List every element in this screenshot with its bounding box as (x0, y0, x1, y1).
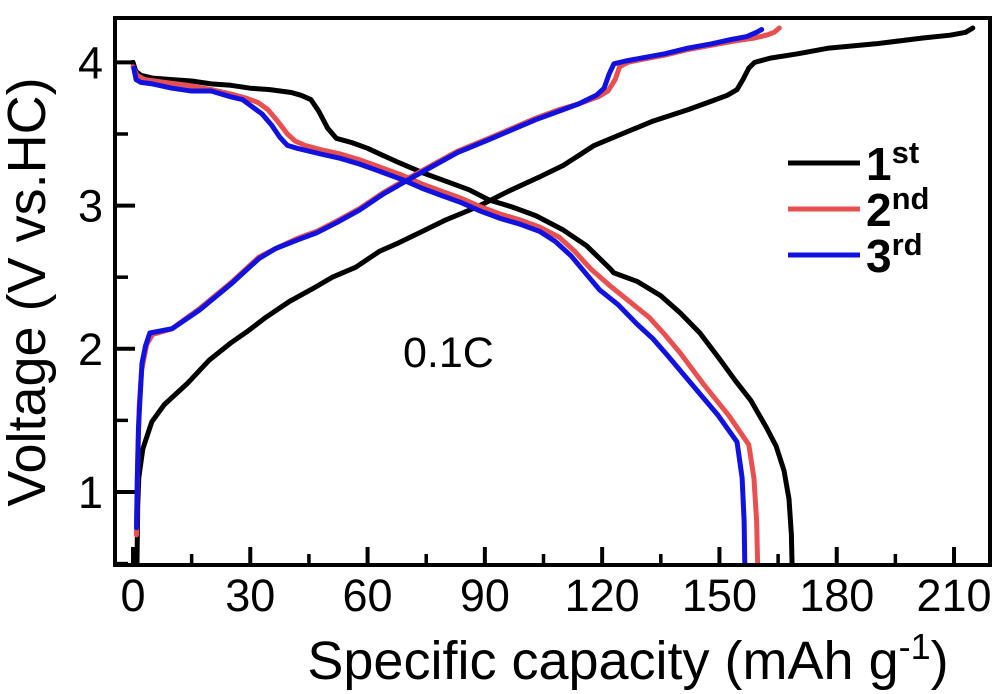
legend-entry-1st: 1st (788, 135, 919, 190)
y-tick-label: 4 (78, 37, 103, 88)
axis-ticks (117, 60, 957, 566)
legend-label-1st: 1st (866, 135, 919, 190)
legend: 1st 2nd 3rd (788, 135, 929, 282)
y-axis-title: Voltage (V vs.HC) (0, 77, 57, 506)
x-tick-label: 60 (343, 570, 393, 621)
x-tick-label: 0 (120, 570, 145, 621)
legend-entry-3rd: 3rd (788, 227, 923, 282)
y-tick-label: 2 (78, 324, 103, 375)
plot-frame (113, 16, 992, 567)
x-tick-label: 90 (460, 570, 510, 621)
legend-entry-2nd: 2nd (788, 181, 929, 236)
x-tick-label: 120 (565, 570, 640, 621)
curve-1st-charge (134, 25, 976, 563)
axis-tick-labels: 0 30 60 90 120 150 180 210 1 2 3 4 (78, 37, 992, 621)
curves (130, 25, 976, 563)
legend-label-2nd: 2nd (866, 181, 929, 236)
x-axis-title-sup: -1 (899, 626, 931, 667)
y-tick-label: 3 (78, 181, 103, 232)
x-tick-label: 180 (799, 570, 874, 621)
x-tick-label: 210 (916, 570, 991, 621)
legend-label-3rd: 3rd (866, 227, 923, 282)
x-tick-label: 150 (682, 570, 757, 621)
x-axis-title: Specific capacity (mAh g-1) (307, 626, 948, 691)
rate-annotation: 0.1C (403, 329, 494, 377)
x-axis-title-post: ) (931, 631, 949, 691)
y-tick-label: 1 (78, 467, 103, 518)
curve-3rd-discharge (131, 65, 748, 563)
curve-2nd-discharge (130, 64, 761, 563)
curve-1st-discharge (130, 59, 795, 563)
x-axis-title-pre: Specific capacity (mAh g (307, 631, 898, 691)
x-tick-label: 30 (225, 570, 275, 621)
curve-3rd-charge (134, 27, 765, 531)
